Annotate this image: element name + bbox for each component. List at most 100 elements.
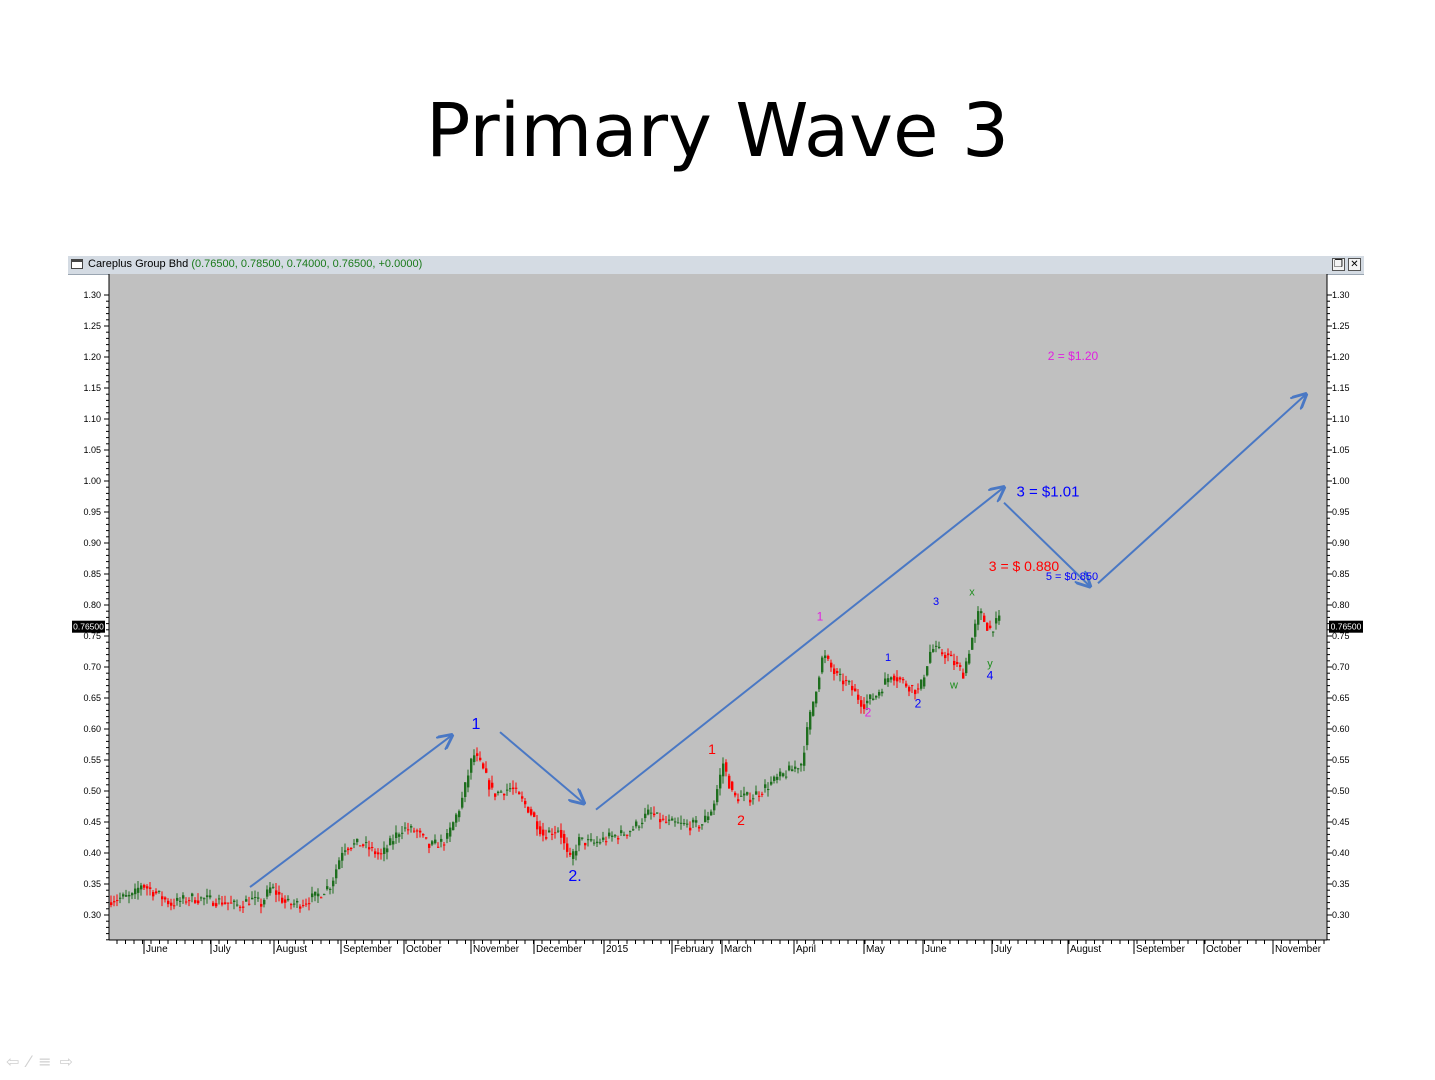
back-arrow-icon[interactable]: ⇦ [6,1052,28,1071]
y-tick-label-left: 0.55 [83,755,101,765]
candle-body [689,827,692,831]
candle-body [437,846,440,848]
candle-body [395,832,398,839]
candle-body [980,611,983,614]
price-chart[interactable]: 1.30 1.30 1.25 1.25 1.20 1.20 1.15 1.15 1.10 1.10… [68,274,1364,960]
candle-body [338,860,341,870]
wave-label: 4 [987,668,994,682]
candle-body [392,841,395,845]
candle-body [974,623,977,637]
wave-label: w [949,680,958,692]
candle-body [620,830,623,834]
candle-body [794,766,797,769]
candle-body [680,822,683,824]
candle-body [965,661,968,674]
candle-body [656,812,659,814]
candle-body [365,842,368,844]
candle-body [257,897,260,899]
menu-icon[interactable]: ≡ [38,1052,60,1071]
candle-body [290,904,293,906]
plot-area [109,274,1327,940]
candle-body [461,797,464,808]
y-tick-label-left: 1.00 [83,476,101,486]
wave-arrow [499,731,584,803]
candle-body [929,651,932,663]
candles [110,606,1001,914]
candle-body [719,774,722,789]
candle-body [815,691,818,704]
candle-body [500,791,503,793]
candle-body [545,837,548,839]
candle-body [749,799,752,803]
candle-body [551,833,554,835]
candle-body [578,837,581,846]
candle-body [215,903,218,907]
y-tick-label-left: 0.65 [83,693,101,703]
last-price-tags: 0.76500 0.76500 [72,620,1363,633]
candle-body [950,654,953,657]
candle-body [443,844,446,846]
candle-body [344,850,347,852]
candle-body [521,796,524,799]
candle-body [692,819,695,823]
close-icon[interactable]: ✕ [1348,258,1361,271]
document-icon [71,259,83,269]
candle-body [494,793,497,797]
candle-body [968,653,971,664]
candle-body [419,830,422,833]
y-tick-label-right: 0.35 [1332,879,1350,889]
y-tick-label-right: 0.65 [1332,693,1350,703]
candle-body [161,896,164,900]
candle-body [788,765,791,771]
candle-body [593,842,596,844]
candle-body [758,795,761,797]
candle-body [641,822,644,825]
candle-body [872,698,875,700]
y-tick-label-left: 0.35 [83,879,101,889]
wave-arrow [249,735,452,888]
y-tick-label-left: 0.75 [83,631,101,641]
last-price-tag-right-bg [1329,620,1363,633]
candle-body [407,829,410,831]
candle-body [992,631,995,633]
pen-icon[interactable]: ⁄ [27,1052,39,1071]
candle-body [767,789,770,791]
candle-body [398,834,401,837]
candle-body [527,806,530,813]
candle-body [785,776,788,778]
candle-body [170,902,173,906]
candle-body [308,903,311,905]
candle-body [959,665,962,667]
candle-body [404,827,407,829]
candle-body [899,677,902,680]
candle-body [743,793,746,796]
candle-body [164,897,167,900]
candle-body [791,769,794,772]
x-tick-label: September [343,944,393,955]
chart-window-title: Careplus Group Bhd (0.76500, 0.78500, 0.… [88,258,422,270]
candle-body [839,673,842,675]
x-tick-label: June [925,944,947,955]
candle-body [908,686,911,692]
forward-arrow-icon[interactable]: ⇨ [59,1052,81,1071]
restore-icon[interactable]: ❐ [1332,258,1345,271]
candle-body [167,900,170,905]
candle-body [914,690,917,695]
wave-label: 2 = $1.20 [1048,349,1099,363]
candle-body [752,798,755,800]
candle-body [176,897,179,901]
y-tick-label-right: 1.30 [1332,290,1350,300]
candle-body [842,680,845,685]
candle-body [380,853,383,855]
y-tick-label-left: 0.60 [83,724,101,734]
candle-body [194,900,197,903]
x-tick-label: 2015 [606,944,629,955]
candle-body [206,895,209,898]
candle-body [728,775,731,789]
candle-body [317,893,320,897]
y-tick-label-right: 0.45 [1332,817,1350,827]
candle-body [917,688,920,690]
candle-body [266,889,269,897]
candle-body [179,900,182,902]
candle-body [482,763,485,769]
